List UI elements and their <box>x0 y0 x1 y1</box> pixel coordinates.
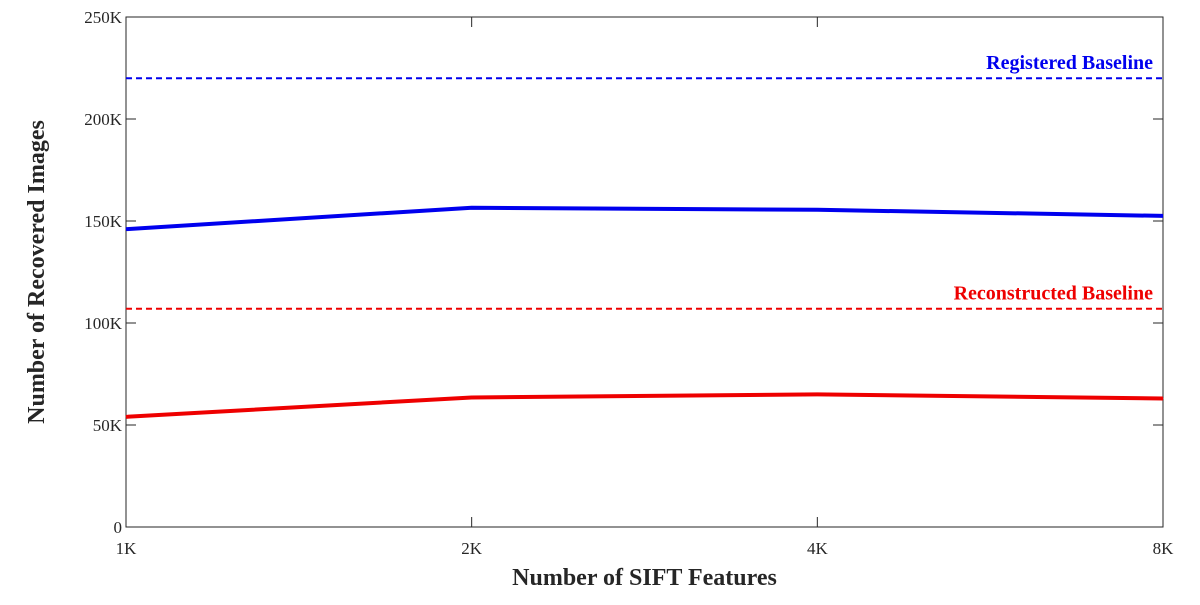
series-point <box>471 207 473 209</box>
y-tick-label: 50K <box>93 416 123 435</box>
series-line <box>125 392 1164 419</box>
x-tick-label: 8K <box>1153 539 1175 558</box>
baselines-layer <box>126 77 1163 310</box>
series-layer <box>125 205 1164 419</box>
x-axis-label: Number of SIFT Features <box>512 565 777 591</box>
series-line <box>125 205 1164 232</box>
y-tick-label: 200K <box>84 110 123 129</box>
series-point <box>1162 397 1164 399</box>
x-tick-label: 4K <box>807 539 829 558</box>
ticks-layer: 0 50K 100K 150K 200K 250K 1K 2K 4K 8K <box>84 8 1174 558</box>
series-point <box>816 209 818 211</box>
x-tick-label: 1K <box>116 539 138 558</box>
series-point <box>816 393 818 395</box>
annotations-layer: Registered Baseline Reconstructed Baselin… <box>954 52 1154 305</box>
baseline-label: Registered Baseline <box>986 52 1153 74</box>
series-point <box>125 228 127 230</box>
series-point <box>1162 215 1164 217</box>
y-axis-label: Number of Recovered Images <box>24 120 50 424</box>
series-point <box>471 396 473 398</box>
y-tick-label: 150K <box>84 212 123 231</box>
y-tick-label: 250K <box>84 8 123 27</box>
baseline-label: Reconstructed Baseline <box>954 283 1154 305</box>
y-tick-label: 100K <box>84 314 123 333</box>
plot-frame <box>125 16 1164 528</box>
y-tick-label: 0 <box>114 518 123 537</box>
x-tick-label: 2K <box>461 539 483 558</box>
series-point <box>125 416 127 418</box>
